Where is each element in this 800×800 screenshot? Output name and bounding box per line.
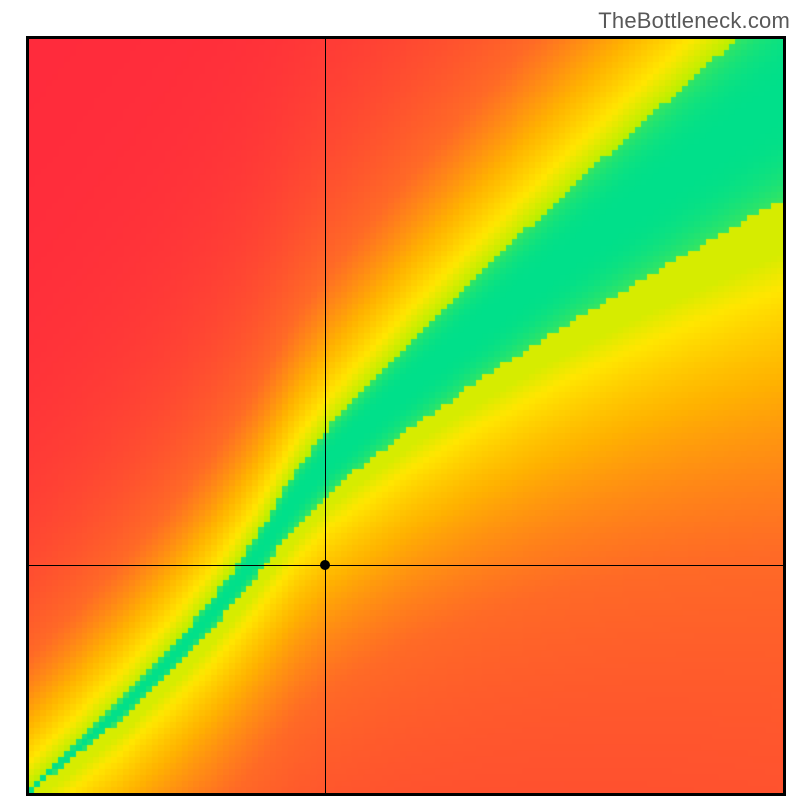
crosshair-horizontal xyxy=(29,565,783,566)
watermark-text: TheBottleneck.com xyxy=(598,8,790,34)
crosshair-vertical xyxy=(325,39,326,793)
bottleneck-heatmap xyxy=(29,39,783,793)
